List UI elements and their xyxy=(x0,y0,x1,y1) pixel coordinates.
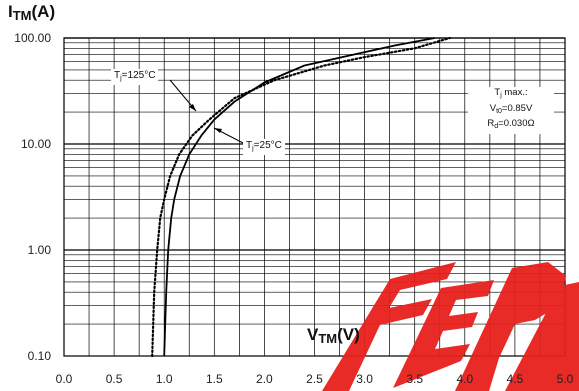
y-axis-label: ITM(A) xyxy=(8,2,56,23)
x-tick-label: 3.5 xyxy=(406,372,424,386)
x-tick-label: 4.0 xyxy=(456,372,474,386)
x-tick-label: 4.5 xyxy=(506,372,524,386)
tj125-arrowhead xyxy=(189,104,196,111)
callout-arrows xyxy=(169,79,246,145)
series-layer xyxy=(151,36,451,358)
parameter-box: Tj max.: Vt0=0.85V Rd=0.030Ω xyxy=(468,87,554,134)
x-tick-label: 2.0 xyxy=(256,372,273,386)
param-vt0: Vt0=0.85V xyxy=(489,102,533,115)
x-tick-label: 0.5 xyxy=(105,372,123,386)
series-line-dotted xyxy=(151,36,451,358)
x-tick-label: 1.5 xyxy=(205,372,223,386)
grid xyxy=(63,37,566,357)
y-tick-label: 10.00 xyxy=(20,137,51,151)
x-tick-label: 3.0 xyxy=(356,372,373,386)
y-tick-label: 100.00 xyxy=(14,31,51,45)
x-axis-label: VTM(V) xyxy=(307,325,360,346)
x-tick-label: 2.5 xyxy=(306,372,323,386)
tj125-callout: Tj=125°C xyxy=(111,69,159,85)
tj25-callout: Tj=25°C xyxy=(243,139,285,155)
watermark-letter-p xyxy=(455,262,566,391)
x-tick-label: 1.0 xyxy=(155,372,173,386)
y-tick-label: 1.00 xyxy=(27,243,51,257)
param-rd: Rd=0.030Ω xyxy=(487,118,535,130)
series-line-solid xyxy=(163,37,435,357)
tj25-arrowhead xyxy=(214,128,222,133)
x-tick-label: 0.0 xyxy=(55,372,73,386)
watermark-letter-a xyxy=(505,282,579,391)
watermark-letter-e xyxy=(393,280,494,388)
watermark-letter-f xyxy=(322,262,456,391)
x-tick-label: 5.0 xyxy=(556,372,574,386)
param-tj-max: Tj max.: xyxy=(494,87,528,99)
watermark-logo xyxy=(322,262,579,391)
y-tick-label: 0.10 xyxy=(27,349,51,363)
